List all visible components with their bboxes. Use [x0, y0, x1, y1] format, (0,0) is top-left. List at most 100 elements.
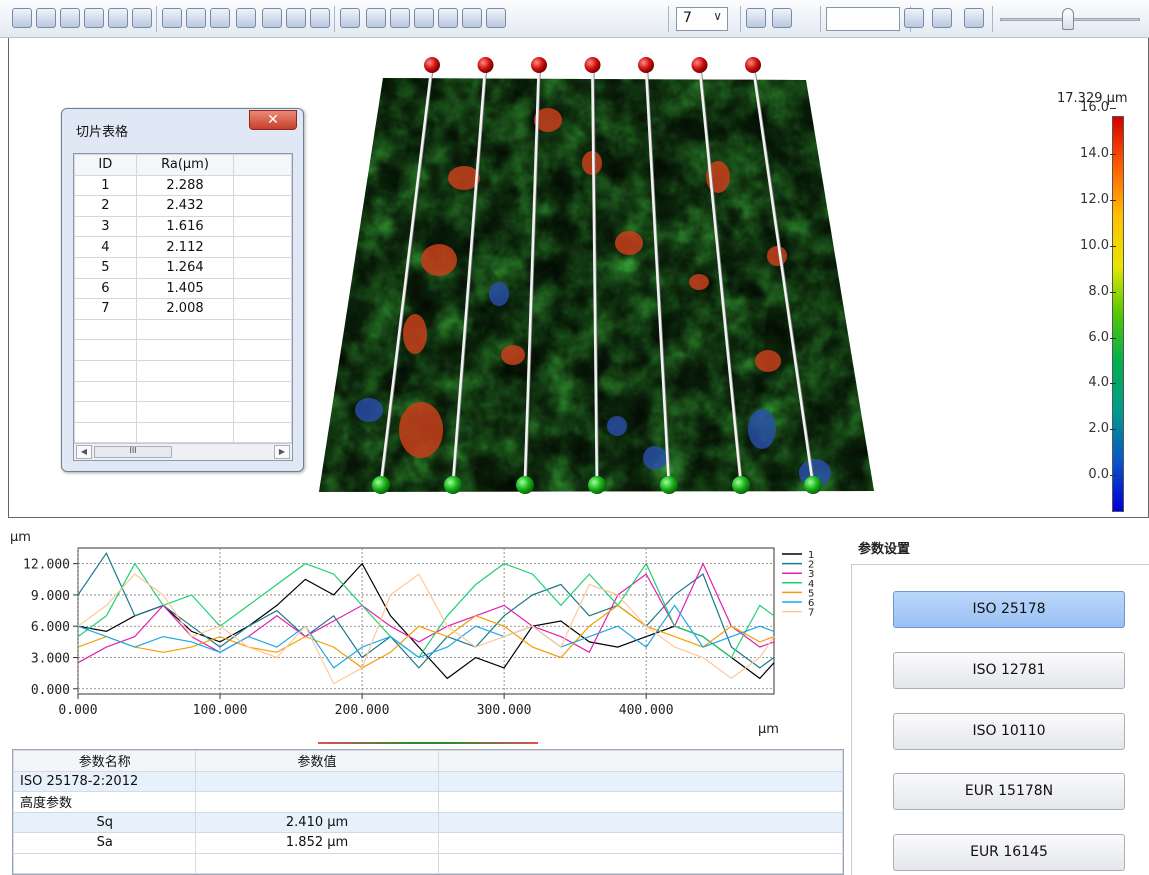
slice-line[interactable]	[644, 64, 671, 485]
table-row[interactable]	[74, 380, 292, 403]
parallel-v-icon[interactable]	[486, 8, 506, 28]
col-param-name[interactable]: 参数名称	[13, 750, 197, 772]
series-line-1[interactable]	[77, 562, 775, 680]
standard-button-iso-12781[interactable]: ISO 12781	[893, 651, 1125, 689]
slice-start-handle[interactable]	[745, 57, 761, 73]
cross-profile-icon[interactable]	[414, 8, 434, 28]
table-row[interactable]	[74, 359, 292, 382]
slice-end-handle[interactable]	[804, 476, 822, 494]
plot-area[interactable]	[77, 547, 775, 695]
standard-button-eur-16145[interactable]: EUR 16145	[893, 834, 1125, 872]
slice-line[interactable]	[751, 64, 815, 485]
palette-icon[interactable]	[310, 8, 330, 28]
fit-height-icon[interactable]	[964, 8, 984, 28]
fit-view-icon[interactable]	[36, 8, 56, 28]
slice-start-handle[interactable]	[584, 57, 601, 73]
line-profile-icon[interactable]	[340, 8, 360, 28]
zoom-slider-thumb[interactable]	[1062, 8, 1074, 30]
cube-top-icon[interactable]	[84, 8, 104, 28]
col-id[interactable]: ID	[74, 154, 137, 176]
table-row[interactable]	[74, 401, 292, 423]
col-param-extra[interactable]	[437, 750, 843, 772]
standard-button-iso-10110[interactable]: ISO 10110	[893, 712, 1125, 750]
slice-line[interactable]	[698, 64, 743, 485]
slice-end-handle[interactable]	[444, 476, 462, 494]
cube-front-icon[interactable]	[60, 8, 80, 28]
scroll-thumb[interactable]: III	[94, 446, 172, 458]
slice-start-handle[interactable]	[531, 57, 547, 73]
cube-side-icon[interactable]	[108, 8, 128, 28]
table-row[interactable]: ISO 25178-2:2012	[13, 770, 843, 792]
standard-button-iso-25178[interactable]: ISO 25178	[893, 591, 1125, 628]
table-row[interactable]: 3 1.616	[74, 215, 292, 238]
standard-button-eur-15178n[interactable]: EUR 15178N	[893, 773, 1125, 811]
value-input[interactable]	[826, 7, 900, 31]
vertical-profile-icon[interactable]	[366, 8, 386, 28]
surface-3d-render[interactable]	[9, 38, 1149, 518]
slice-line[interactable]	[523, 64, 541, 485]
close-button[interactable]: ✕	[249, 110, 297, 130]
slice-start-handle[interactable]	[638, 57, 654, 73]
series-line-3[interactable]	[77, 562, 775, 664]
line-count-combo[interactable]: 7 ∨	[676, 7, 728, 31]
slice-end-handle[interactable]	[660, 476, 678, 494]
table-row[interactable]: Sq 2.410 µm	[13, 811, 843, 833]
col-param-value[interactable]: 参数值	[195, 750, 439, 772]
series-line-6[interactable]	[77, 604, 775, 669]
series-line-5[interactable]	[77, 604, 775, 669]
frame-icon[interactable]	[210, 8, 230, 28]
hatch-icon[interactable]	[286, 8, 306, 28]
table-row[interactable]: 4 2.112	[74, 236, 292, 258]
table-row[interactable]: 高度参数	[13, 791, 843, 813]
grid-palette-icon[interactable]	[162, 8, 182, 28]
parallel-h-icon[interactable]	[462, 8, 482, 28]
slice-end-handle[interactable]	[372, 476, 390, 494]
table-row[interactable]	[74, 339, 292, 361]
cell-id	[74, 380, 137, 403]
legend-label: 2	[808, 560, 814, 571]
scroll-left-icon[interactable]: ◀	[76, 445, 92, 459]
delete-icon[interactable]	[746, 8, 766, 28]
series-line-7[interactable]	[77, 573, 775, 685]
table-row[interactable]	[13, 852, 843, 874]
slice-end-handle[interactable]	[516, 476, 534, 494]
table-row[interactable]: 1 2.288	[74, 174, 292, 197]
table-row[interactable]	[74, 421, 292, 444]
col-extra[interactable]	[233, 154, 292, 176]
profile-chart[interactable]: 0.000 100.000 200.000 300.000 400.000 12.000 9…	[8, 540, 848, 725]
horizontal-scrollbar[interactable]: ◀ III ▶	[74, 443, 292, 460]
3d-view-icon[interactable]	[12, 8, 32, 28]
confirm-icon[interactable]	[904, 8, 924, 28]
axis-icon[interactable]	[236, 8, 256, 28]
slice-start-handle[interactable]	[691, 57, 708, 73]
slice-start-handle[interactable]	[424, 57, 440, 73]
table-row[interactable]: 5 1.264	[74, 256, 292, 279]
scale-100-icon[interactable]	[932, 8, 952, 28]
slice-end-handle[interactable]	[732, 476, 750, 494]
cell-ra: 2.008	[135, 298, 235, 320]
table-row[interactable]: 2 2.432	[74, 195, 292, 217]
slice-line[interactable]	[379, 64, 434, 485]
slice-line[interactable]	[451, 64, 487, 485]
table-row[interactable]	[74, 318, 292, 341]
circle-profile-icon[interactable]	[438, 8, 458, 28]
bars-icon[interactable]	[186, 8, 206, 28]
table-row[interactable]: 6 1.405	[74, 277, 292, 300]
clear-all-icon[interactable]	[772, 8, 792, 28]
3d-viewport[interactable]: 17.329 µm 16.0 14.0 12.0 10.0 8.0 6.0 4.0 2.0 0.…	[8, 38, 1149, 518]
slice-line[interactable]	[591, 64, 599, 485]
series-line-4[interactable]	[77, 562, 775, 659]
table-row[interactable]: Sa 1.852 µm	[13, 832, 843, 854]
cell-param-value: 1.852 µm	[195, 832, 439, 854]
slice-table: ID Ra(µm) 1 2.288 2 2.432 3 1.616 4 2.112 5 1.264…	[73, 153, 293, 461]
scroll-right-icon[interactable]: ▶	[274, 445, 290, 459]
level-icon[interactable]	[262, 8, 282, 28]
slice-table-window[interactable]: 切片表格 ✕ ID Ra(µm) 1 2.288 2 2.432 3 1.616 4 2.11…	[61, 108, 304, 472]
cube-iso-icon[interactable]	[132, 8, 152, 28]
combo-dropdown-icon[interactable]: ∨	[713, 9, 722, 23]
col-ra[interactable]: Ra(µm)	[135, 154, 235, 176]
diagonal-profile-icon[interactable]	[390, 8, 410, 28]
slice-end-handle[interactable]	[588, 476, 606, 494]
slice-start-handle[interactable]	[477, 57, 494, 73]
table-row[interactable]: 7 2.008	[74, 298, 292, 320]
